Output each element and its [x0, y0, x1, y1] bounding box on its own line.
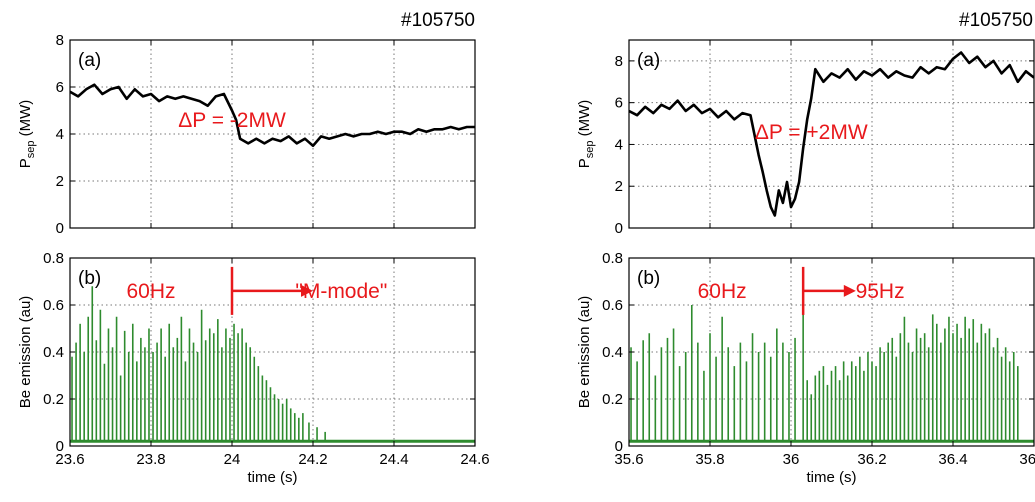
- data-group: [70, 83, 475, 148]
- x-tick-label: 35.8: [695, 451, 724, 468]
- y-tick-label: 2: [56, 173, 64, 190]
- chart-left-top: 0 2 4 6 8 (a) Psep (MW) ΔP = -2MW: [17, 32, 476, 237]
- panel-label: (a): [78, 50, 101, 71]
- axes-frame: [628, 39, 1035, 229]
- y-tick-label: 8: [56, 32, 64, 49]
- panel-label: (a): [637, 50, 660, 71]
- y-tick-label: 2: [615, 178, 623, 195]
- y-tick-label: 4: [56, 126, 64, 143]
- y-tick-label: 0.6: [43, 297, 64, 314]
- transition-arrow-head: [301, 284, 313, 297]
- x-tick-label: 36.2: [857, 451, 886, 468]
- shot-label-left: #105750: [401, 10, 475, 31]
- psep-series-line: [629, 51, 1034, 217]
- y-tick-label: 4: [615, 136, 623, 153]
- x-tick-label: 24.4: [379, 451, 408, 468]
- chart-left-bottom: 23.6 23.8 24 24.2 24.4 24.6 0 0.2 0.4 0.6 0.8 (b) Be…: [17, 250, 490, 486]
- x-axis-label: time (s): [807, 469, 857, 486]
- panel-label: (b): [637, 268, 660, 289]
- y-axis-label-main: P: [17, 158, 34, 168]
- x-tick-label: 36.4: [938, 451, 967, 468]
- psep-series-line: [70, 83, 475, 148]
- y-tick-label: 0.6: [602, 297, 623, 314]
- chart-right-top: 0 2 4 6 8 (a) Psep (MW) ΔP = +2MW: [576, 39, 1035, 237]
- y-tick-label: 0.2: [602, 391, 623, 408]
- y-tick-label: 0: [56, 220, 64, 237]
- x-tick-label: 36.6: [1019, 451, 1035, 468]
- y-tick-label: 0: [56, 438, 64, 455]
- y-tick-label: 8: [615, 53, 623, 70]
- y-tick-label: 6: [615, 95, 623, 112]
- y-axis-label-subscript: sep: [584, 141, 596, 159]
- x-axis-label: time (s): [248, 469, 298, 486]
- annotation-text: ΔP = -2MW: [178, 109, 286, 132]
- data-group: [629, 305, 1034, 443]
- y-tick-label: 0.4: [43, 344, 64, 361]
- y-tick-label: 0: [615, 438, 623, 455]
- annotation-text: 95Hz: [856, 280, 905, 303]
- x-tick-label: 36: [783, 451, 800, 468]
- annotation-text: "M-mode": [295, 280, 387, 303]
- y-tick-label: 0.2: [43, 391, 64, 408]
- y-axis-label-main: P: [576, 158, 593, 168]
- y-tick-label: 0.8: [43, 250, 64, 267]
- y-tick-label: 6: [56, 79, 64, 96]
- y-axis-label: Be emission (au): [576, 296, 593, 409]
- y-axis-label: Psep (MW): [17, 100, 37, 169]
- y-tick-label: 0: [615, 220, 623, 237]
- shot-label-right: #105750: [959, 10, 1033, 31]
- annotation-text: ΔP = +2MW: [755, 121, 868, 144]
- transition-arrow-head: [843, 284, 856, 297]
- x-tick-label: 35.6: [614, 451, 643, 468]
- y-tick-label: 0.8: [602, 250, 623, 267]
- plot-area: [629, 40, 1034, 228]
- y-axis-label: Psep (MW): [576, 100, 596, 169]
- x-tick-label: 23.8: [136, 451, 165, 468]
- x-tick-label: 23.6: [55, 451, 84, 468]
- y-axis-label-subscript: sep: [25, 141, 37, 159]
- x-tick-label: 24.6: [460, 451, 489, 468]
- annotation-text: 60Hz: [126, 280, 175, 303]
- x-tick-label: 24.2: [298, 451, 327, 468]
- y-axis-label-unit: (MW): [17, 100, 34, 141]
- chart-right-bottom: 35.6 35.8 36 36.2 36.4 36.6 0 0.2 0.4 0.6 0.8 (b) Be…: [576, 250, 1035, 486]
- y-axis-label: Be emission (au): [17, 296, 34, 409]
- x-tick-label: 24: [224, 451, 241, 468]
- panel-label: (b): [78, 268, 101, 289]
- annotation-text: 60Hz: [698, 280, 747, 303]
- data-group: [629, 51, 1034, 217]
- y-axis-label-unit: (MW): [576, 100, 593, 141]
- y-tick-label: 0.4: [602, 344, 623, 361]
